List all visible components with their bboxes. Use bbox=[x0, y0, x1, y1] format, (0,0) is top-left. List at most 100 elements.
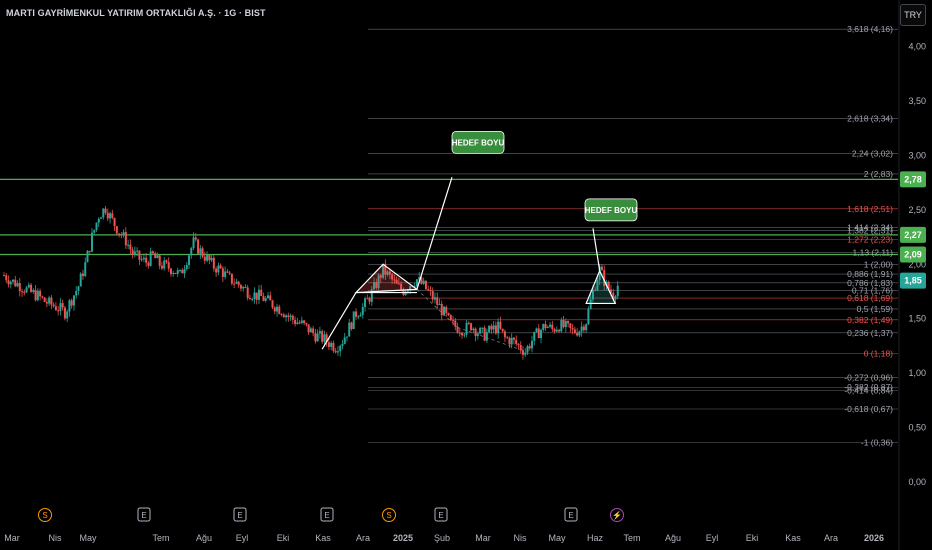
candle-body bbox=[540, 329, 543, 339]
candle-body bbox=[609, 289, 612, 293]
candle-body bbox=[100, 217, 103, 219]
fib-level-label: -0,414 (0,84) bbox=[844, 386, 893, 396]
candle-body bbox=[309, 328, 312, 333]
candle-body bbox=[260, 289, 263, 297]
x-tick-label: Ağu bbox=[196, 533, 212, 543]
candle-body bbox=[18, 283, 21, 292]
candle-body bbox=[537, 328, 540, 339]
candle-body bbox=[334, 350, 337, 353]
candle-body bbox=[528, 346, 531, 349]
x-tick-label: Tem bbox=[152, 533, 169, 543]
fib-level-label: 1,382 (2,31) bbox=[847, 226, 893, 236]
candle-body bbox=[427, 289, 430, 291]
y-tick-label: 2,00 bbox=[908, 259, 926, 269]
candle-body bbox=[449, 315, 452, 321]
x-tick-label: Kas bbox=[315, 533, 331, 543]
candle-body bbox=[3, 275, 5, 277]
candle-body bbox=[431, 290, 434, 300]
candle-body bbox=[32, 290, 35, 292]
candle-body bbox=[228, 272, 231, 274]
x-tick-label: Eki bbox=[277, 533, 290, 543]
dividend-icon bbox=[38, 508, 52, 522]
candle-body bbox=[467, 322, 470, 324]
candle-body bbox=[77, 286, 80, 291]
candle-body bbox=[255, 292, 258, 300]
price-label: 2,27 bbox=[904, 230, 922, 240]
candle-body bbox=[39, 290, 42, 297]
candle-body bbox=[596, 280, 599, 291]
candle-body bbox=[332, 342, 335, 351]
candle-body bbox=[140, 259, 143, 261]
candle-body bbox=[470, 323, 473, 331]
event-marker-glyph: E bbox=[141, 511, 146, 520]
candle-body bbox=[318, 331, 321, 334]
candle-body bbox=[21, 291, 24, 293]
y-axis: 0,00 0,50 1,00 1,50 2,00 2,50 3,00 3,50 4,00 bbox=[898, 0, 926, 550]
y-tick-label: 0,00 bbox=[908, 477, 926, 487]
candle-body bbox=[345, 336, 348, 338]
chart-title: MARTI GAYRİMENKUL YATIRIM ORTAKLIĞI A.Ş.… bbox=[6, 8, 266, 18]
candle-body bbox=[280, 313, 283, 315]
candle-body bbox=[142, 257, 145, 260]
candle-body bbox=[237, 281, 240, 286]
candle-body bbox=[388, 271, 391, 275]
candle-body bbox=[373, 282, 376, 290]
event-marker-split: ⚡ bbox=[610, 508, 624, 522]
fib-level-label: 1,272 (2,23) bbox=[847, 234, 893, 244]
candle-body bbox=[558, 329, 561, 332]
triangle-pattern bbox=[354, 263, 419, 294]
candle-body bbox=[409, 285, 412, 291]
candle-body bbox=[564, 321, 567, 327]
candle-body bbox=[463, 334, 466, 336]
candle-body bbox=[248, 298, 251, 300]
candle-body bbox=[307, 324, 310, 333]
candle-body bbox=[483, 327, 486, 341]
candle-body bbox=[192, 237, 195, 249]
candle-body bbox=[167, 262, 170, 269]
fib-level-label: 2,24 (3,02) bbox=[852, 148, 893, 158]
earnings-icon bbox=[320, 507, 334, 522]
candle-body bbox=[323, 334, 326, 342]
candle-body bbox=[397, 283, 400, 285]
candle-body bbox=[97, 218, 100, 223]
x-tick-label: Eki bbox=[746, 533, 759, 543]
candle-body bbox=[499, 321, 502, 329]
currency-button[interactable]: TRY bbox=[900, 4, 926, 26]
candle-body bbox=[314, 333, 317, 342]
candle-body bbox=[136, 250, 139, 252]
candle-body bbox=[91, 232, 93, 252]
candle-body bbox=[585, 324, 588, 331]
y-tick-label: 0,50 bbox=[908, 423, 926, 433]
event-marker-earnings: E bbox=[233, 507, 247, 522]
candle-body bbox=[212, 257, 215, 269]
candle-body bbox=[45, 301, 48, 304]
candle-body bbox=[287, 315, 290, 318]
split-icon bbox=[610, 508, 624, 522]
candle-body bbox=[357, 316, 360, 318]
x-tick-label: Mar bbox=[475, 533, 491, 543]
candle-body bbox=[122, 232, 125, 236]
candle-body bbox=[30, 284, 33, 292]
candle-body bbox=[188, 255, 191, 265]
candle-body bbox=[264, 298, 267, 301]
x-tick-label: 2026 bbox=[864, 533, 884, 543]
x-tick-label: Ağu bbox=[665, 533, 681, 543]
candle-body bbox=[438, 304, 441, 306]
x-tick-label: Kas bbox=[785, 533, 801, 543]
candle-body bbox=[219, 265, 222, 269]
candle-body bbox=[454, 320, 457, 327]
x-tick-label: Ara bbox=[824, 533, 838, 543]
candle-body bbox=[129, 244, 132, 250]
candle-body bbox=[84, 262, 87, 277]
candle-body bbox=[567, 321, 570, 324]
candle-body bbox=[88, 250, 91, 252]
candle-body bbox=[156, 255, 159, 259]
candle-body bbox=[352, 311, 355, 329]
x-tick-label: Haz bbox=[587, 533, 604, 543]
y-tick-label: 1,50 bbox=[908, 314, 926, 324]
event-marker-earnings: E bbox=[320, 507, 334, 522]
candle-body bbox=[445, 306, 448, 314]
candle-body bbox=[54, 306, 57, 311]
candle-body bbox=[429, 290, 432, 292]
